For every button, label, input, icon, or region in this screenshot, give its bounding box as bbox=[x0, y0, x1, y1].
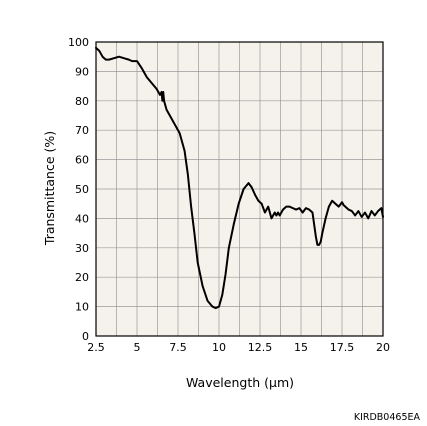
transmittance-line bbox=[95, 46, 384, 310]
x-tick-label: 5 bbox=[134, 341, 141, 354]
y-axis: 0 10 20 30 40 50 60 70 80 90 100 bbox=[68, 36, 89, 343]
x-axis-title: Wavelength (µm) bbox=[186, 375, 294, 390]
y-tick-label: 80 bbox=[75, 95, 89, 108]
plot-frame bbox=[95, 41, 384, 337]
y-tick-label: 30 bbox=[75, 242, 89, 255]
y-tick-label: 40 bbox=[75, 212, 89, 225]
x-tick-label: 2.5 bbox=[87, 341, 105, 354]
y-tick-label: 100 bbox=[68, 36, 89, 49]
x-tick-label: 7.5 bbox=[169, 341, 187, 354]
x-axis: 2.5 5 7.5 10 12.5 15 17.5 20 bbox=[87, 341, 390, 354]
x-tick-label: 20 bbox=[376, 341, 390, 354]
y-tick-label: 50 bbox=[75, 183, 89, 196]
y-tick-label: 90 bbox=[75, 65, 89, 78]
x-tick-label: 15 bbox=[294, 341, 308, 354]
x-tick-label: 10 bbox=[212, 341, 226, 354]
y-tick-label: 10 bbox=[75, 301, 89, 314]
x-tick-label: 12.5 bbox=[248, 341, 273, 354]
y-tick-label: 60 bbox=[75, 154, 89, 167]
y-axis-title: Transmittance (%) bbox=[42, 131, 57, 246]
y-tick-label: 0 bbox=[82, 330, 89, 343]
y-tick-label: 20 bbox=[75, 271, 89, 284]
x-tick-label: 17.5 bbox=[330, 341, 355, 354]
figure-code: KIRDB0465EA bbox=[354, 412, 421, 423]
y-tick-label: 70 bbox=[75, 124, 89, 137]
